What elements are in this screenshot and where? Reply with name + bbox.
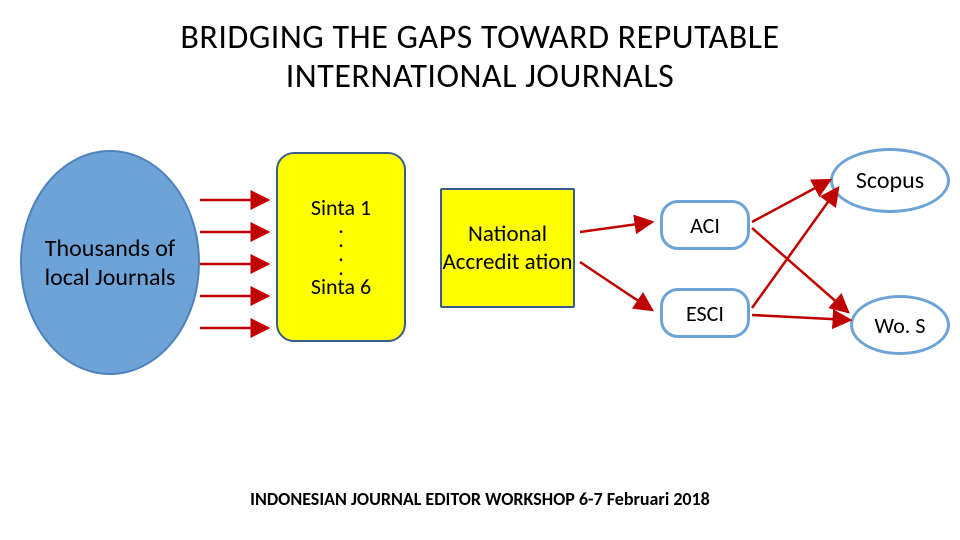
title-line-1: BRIDGING THE GAPS TOWARD REPUTABLE: [180, 17, 779, 58]
sinta-bottom-label: Sinta 6: [311, 273, 371, 300]
node-national-label: National Accredit ation: [442, 220, 573, 276]
node-national-accreditation: National Accredit ation: [440, 188, 575, 308]
node-aci-label: ACI: [690, 212, 720, 239]
footer-text: INDONESIAN JOURNAL EDITOR WORKSHOP 6-7 F…: [0, 488, 960, 510]
node-scopus-label: Scopus: [856, 166, 924, 195]
node-scopus: Scopus: [830, 148, 950, 213]
node-local-journals: Thousands of local Journals: [20, 150, 200, 375]
sinta-content: Sinta 1 . . . . Sinta 6: [311, 196, 371, 298]
node-aci: ACI: [660, 200, 750, 250]
node-sinta: Sinta 1 . . . . Sinta 6: [276, 152, 406, 342]
node-local-label: Thousands of local Journals: [22, 234, 198, 292]
node-wos: Wo. S: [850, 295, 950, 355]
page-title: BRIDGING THE GAPS TOWARD REPUTABLE INTER…: [0, 18, 960, 96]
node-wos-label: Wo. S: [875, 312, 926, 339]
node-esci: ESCI: [660, 288, 750, 338]
node-esci-label: ESCI: [686, 300, 724, 327]
title-line-2: INTERNATIONAL JOURNALS: [286, 56, 675, 97]
footer-label: INDONESIAN JOURNAL EDITOR WORKSHOP 6-7 F…: [250, 488, 710, 510]
